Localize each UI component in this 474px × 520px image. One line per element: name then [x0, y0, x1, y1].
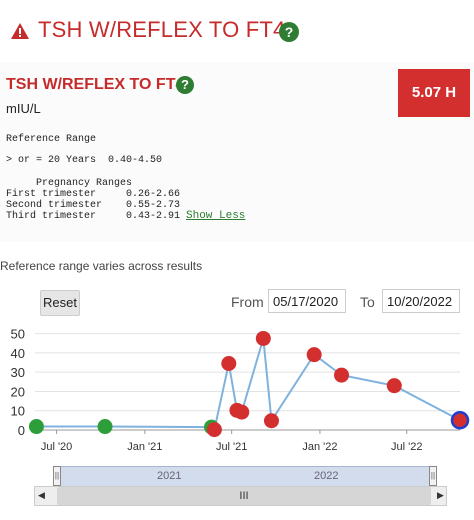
data-point-latest [450, 410, 470, 430]
x-tick-label: Jan '21 [127, 441, 162, 453]
data-point [334, 367, 350, 383]
navigator-right-handle[interactable]: || [429, 466, 437, 486]
navigator-year-2021: 2021 [157, 470, 182, 482]
question-icon[interactable]: ? [176, 76, 194, 94]
header-title: TSH W/REFLEX TO FT4 [38, 17, 286, 42]
data-point [206, 422, 222, 438]
to-date-input[interactable] [382, 289, 460, 313]
data-point [386, 378, 402, 394]
data-point [221, 356, 237, 372]
scrollbar-thumb[interactable]: III [57, 487, 431, 505]
pregnancy-ranges-heading: Pregnancy Ranges [36, 178, 133, 189]
scroll-right-arrow-icon[interactable]: ▶ [437, 490, 444, 500]
to-label: To [360, 294, 375, 310]
pregnancy-range-second: Second trimester 0.55-2.73 [6, 200, 181, 211]
y-tick-label: 10 [11, 404, 25, 419]
data-point [234, 404, 250, 420]
units-label: mIU/L [6, 101, 41, 116]
y-tick-label: 0 [18, 423, 25, 438]
y-tick-label: 30 [11, 365, 25, 380]
data-point [28, 419, 44, 435]
data-point [255, 330, 271, 346]
range-navigator[interactable] [56, 466, 434, 488]
x-tick-label: Jul '22 [391, 441, 422, 453]
pregnancy-range-first: First trimester 0.26-2.66 [6, 189, 181, 200]
data-point [263, 413, 279, 429]
question-icon[interactable]: ? [279, 22, 299, 42]
data-point [97, 419, 113, 435]
y-tick-label: 50 [11, 327, 25, 342]
tsh-line-chart: 0 10 20 30 40 50 Jul '20 Jan '21 Jul '21 Jan '22 J… [11, 327, 470, 453]
data-point [306, 347, 322, 363]
result-value-badge: 5.07 H [398, 69, 470, 117]
pregnancy-range-third: Third trimester 0.43-2.91 [6, 211, 181, 222]
scroll-left-arrow-icon[interactable]: ◀ [38, 490, 45, 500]
reference-range-line: > or = 20 Years 0.40-4.50 [6, 155, 163, 166]
from-label: From [231, 294, 264, 310]
range-variation-note: Reference range varies across results [0, 259, 203, 273]
result-panel [0, 62, 474, 242]
test-title: TSH W/REFLEX TO FT4 [6, 76, 185, 93]
x-tick-label: Jul '20 [41, 441, 72, 453]
x-tick-label: Jul '21 [216, 441, 247, 453]
navigator-left-handle[interactable]: || [53, 466, 61, 486]
from-date-input[interactable] [268, 289, 346, 313]
x-tick-label: Jan '22 [302, 441, 337, 453]
show-less-link[interactable]: Show Less [186, 210, 246, 222]
y-tick-label: 40 [11, 346, 25, 361]
y-tick-label: 20 [11, 384, 25, 399]
reset-button[interactable]: Reset [40, 290, 80, 316]
reference-range-label: Reference Range [6, 134, 97, 145]
warning-triangle-icon [11, 23, 29, 39]
navigator-year-2022: 2022 [314, 470, 339, 482]
